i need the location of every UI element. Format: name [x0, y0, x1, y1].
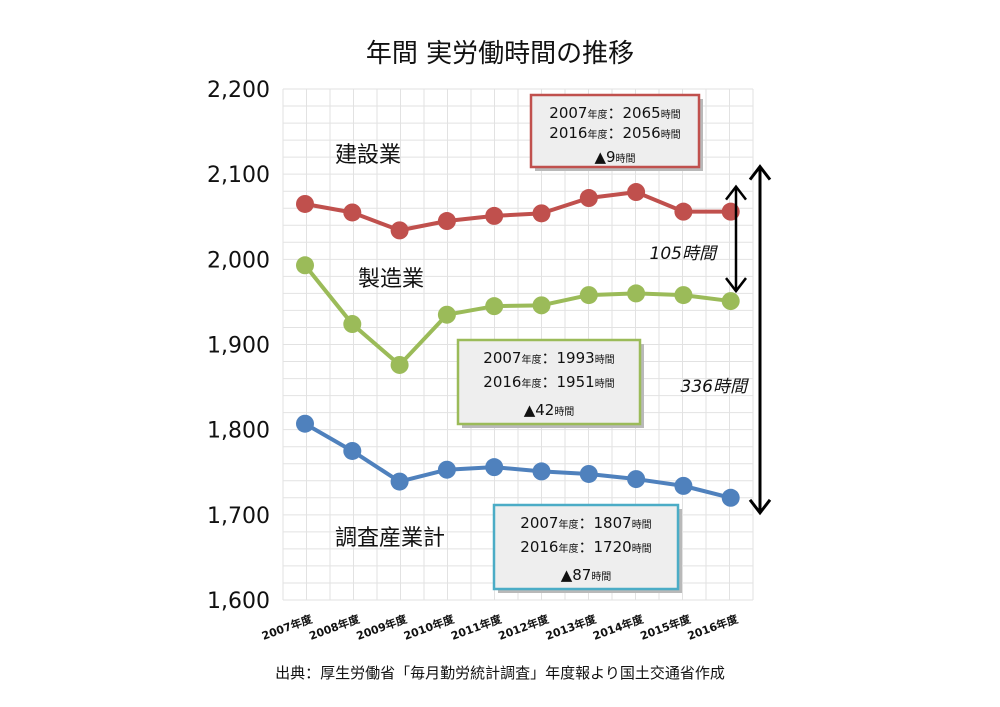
annotation-frame [492, 503, 680, 591]
annotation-boxes: 2007年度：2065時間 2016年度：2056時間 ▲9時間 2007年度：199… [456, 93, 703, 593]
data-point-manufacturing [390, 355, 409, 374]
data-point-construction [532, 204, 551, 223]
x-tick-label: 2015年度 [638, 611, 693, 642]
data-point-construction [390, 221, 409, 240]
x-tick-label: 2012年度 [496, 611, 551, 642]
series-label-manufacturing: 製造業 [358, 267, 424, 292]
gap-arrow-336 [748, 164, 772, 516]
y-tick-label: 2,000 [207, 248, 270, 273]
annotation-box: 2007年度：1993時間 2016年度：1951時間 ▲42時間 [456, 338, 644, 428]
annotation-line: 2007年度：1993時間 [483, 349, 614, 367]
annotation-box: 2007年度：2065時間 2016年度：2056時間 ▲9時間 [529, 93, 703, 171]
annotation-line: 2016年度：1720時間 [520, 538, 651, 556]
gap-arrow-105 [725, 184, 747, 294]
series-group [296, 183, 740, 507]
chart-title: 年間 実労働時間の推移 [366, 39, 634, 69]
annotation-line: 2016年度：2056時間 [549, 124, 680, 142]
y-tick-label: 1,900 [207, 334, 270, 359]
gap-label-336: 336時間 [681, 377, 749, 397]
data-point-manufacturing [485, 297, 504, 316]
series-label-all-industries: 調査産業計 [335, 526, 445, 551]
x-tick-label: 2014年度 [591, 611, 646, 642]
x-tick-label: 2013年度 [544, 611, 599, 642]
data-point-construction [437, 212, 456, 231]
annotation-frame [529, 93, 701, 169]
annotation-frame [456, 338, 642, 426]
data-point-construction [627, 183, 646, 202]
data-point-manufacturing [674, 286, 693, 305]
x-tick-label: 2011年度 [449, 611, 504, 642]
annotation-diff: ▲87時間 [561, 566, 612, 584]
x-tick-label: 2016年度 [685, 611, 740, 642]
x-tick-label: 2007年度 [260, 611, 315, 642]
data-point-all-industries [627, 470, 646, 489]
series-label-construction: 建設業 [335, 143, 401, 168]
data-point-manufacturing [437, 305, 456, 324]
data-point-manufacturing [627, 284, 646, 303]
data-point-all-industries [390, 472, 409, 491]
data-point-construction [343, 203, 362, 222]
x-tick-label: 2008年度 [307, 611, 362, 642]
source-note: 出典：厚生労働省「毎月勤労統計調査」年度報より国土交通省作成 [275, 664, 725, 682]
gap-label-105: 105時間 [650, 244, 718, 264]
y-axis-ticks: 1,600 1,700 1,800 1,900 2,000 2,100 2,200 [207, 78, 270, 614]
y-tick-label: 2,200 [207, 78, 270, 103]
data-point-all-industries [437, 460, 456, 479]
data-point-construction [485, 206, 504, 225]
y-tick-label: 1,600 [207, 589, 270, 614]
data-point-manufacturing [532, 296, 551, 315]
annotation-diff: ▲9時間 [594, 148, 635, 166]
annotation-box: 2007年度：1807時間 2016年度：1720時間 ▲87時間 [492, 503, 682, 593]
data-point-all-industries [721, 488, 740, 507]
annotation-line: 2016年度：1951時間 [483, 373, 614, 391]
x-tick-label: 2010年度 [402, 611, 457, 642]
data-point-construction [296, 194, 314, 213]
data-point-construction [579, 189, 598, 208]
series-line-manufacturing [303, 264, 731, 367]
y-tick-label: 1,700 [207, 504, 270, 529]
gap-arrows: 105時間 336時間 [650, 164, 772, 516]
x-tick-label: 2009年度 [354, 611, 409, 642]
series-line-all-industries [304, 421, 732, 500]
series-line-construction [304, 190, 731, 233]
data-point-all-industries [343, 441, 362, 460]
annotation-diff: ▲42時間 [524, 401, 575, 419]
data-point-manufacturing [721, 292, 740, 311]
data-point-manufacturing [579, 286, 598, 305]
data-point-all-industries [485, 458, 504, 477]
y-tick-label: 2,100 [207, 163, 270, 188]
y-tick-label: 1,800 [207, 419, 270, 444]
data-point-manufacturing [343, 315, 362, 334]
data-point-all-industries [674, 476, 693, 495]
annotation-line: 2007年度：2065時間 [549, 104, 680, 122]
data-point-manufacturing [296, 256, 314, 275]
data-point-construction [674, 202, 693, 221]
data-point-all-industries [579, 464, 598, 483]
data-point-all-industries [296, 414, 314, 433]
x-axis-ticks: 2007年度2008年度2009年度2010年度2011年度2012年度2013… [260, 611, 741, 642]
annotation-line: 2007年度：1807時間 [520, 514, 651, 532]
data-point-all-industries [532, 462, 551, 481]
